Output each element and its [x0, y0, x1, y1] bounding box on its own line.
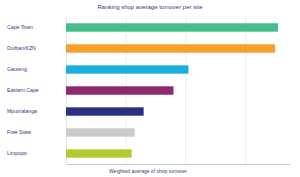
tick-label: Cape Town — [7, 24, 33, 30]
tick: Gauteng — [7, 66, 66, 72]
grid-line — [245, 17, 246, 164]
tick — [185, 17, 186, 164]
axis-line — [67, 164, 291, 165]
tick-label: Gauteng — [7, 66, 27, 72]
chart: Cape Town Durban/KZN Gauteng Eastern Cape Mp… — [0, 0, 300, 177]
tick — [245, 17, 246, 164]
bar — [66, 128, 135, 136]
y-axis: Cape Town Durban/KZN Gauteng Eastern Cape Mp… — [7, 18, 67, 165]
bar — [66, 107, 144, 115]
tick-label: Durban/KZN — [7, 45, 36, 51]
plot: Cape Town Durban/KZN Gauteng Eastern Cape Mp… — [7, 17, 291, 165]
bars — [66, 23, 278, 157]
tick: Limpopo — [7, 150, 66, 156]
bar — [66, 149, 132, 157]
x-axis — [67, 17, 291, 165]
bar — [66, 23, 278, 31]
bar — [66, 65, 188, 73]
tick-label: Eastern Cape — [7, 87, 39, 93]
tick: Mpumalanga — [7, 108, 66, 114]
tick: Free State — [7, 129, 66, 135]
bar — [66, 44, 275, 52]
tick-label: Free State — [7, 129, 31, 135]
tick-label: Limpopo — [7, 150, 27, 156]
axis-title: Weighted average of shop turnover — [109, 168, 187, 174]
grid-line — [185, 17, 186, 164]
tick: Eastern Cape — [7, 87, 66, 93]
tick-label: Mpumalanga — [7, 108, 37, 114]
tick: Cape Town — [7, 24, 66, 30]
title: Ranking shop average turnover per site — [97, 4, 203, 10]
bar — [66, 86, 174, 94]
tick: Durban/KZN — [7, 45, 66, 51]
